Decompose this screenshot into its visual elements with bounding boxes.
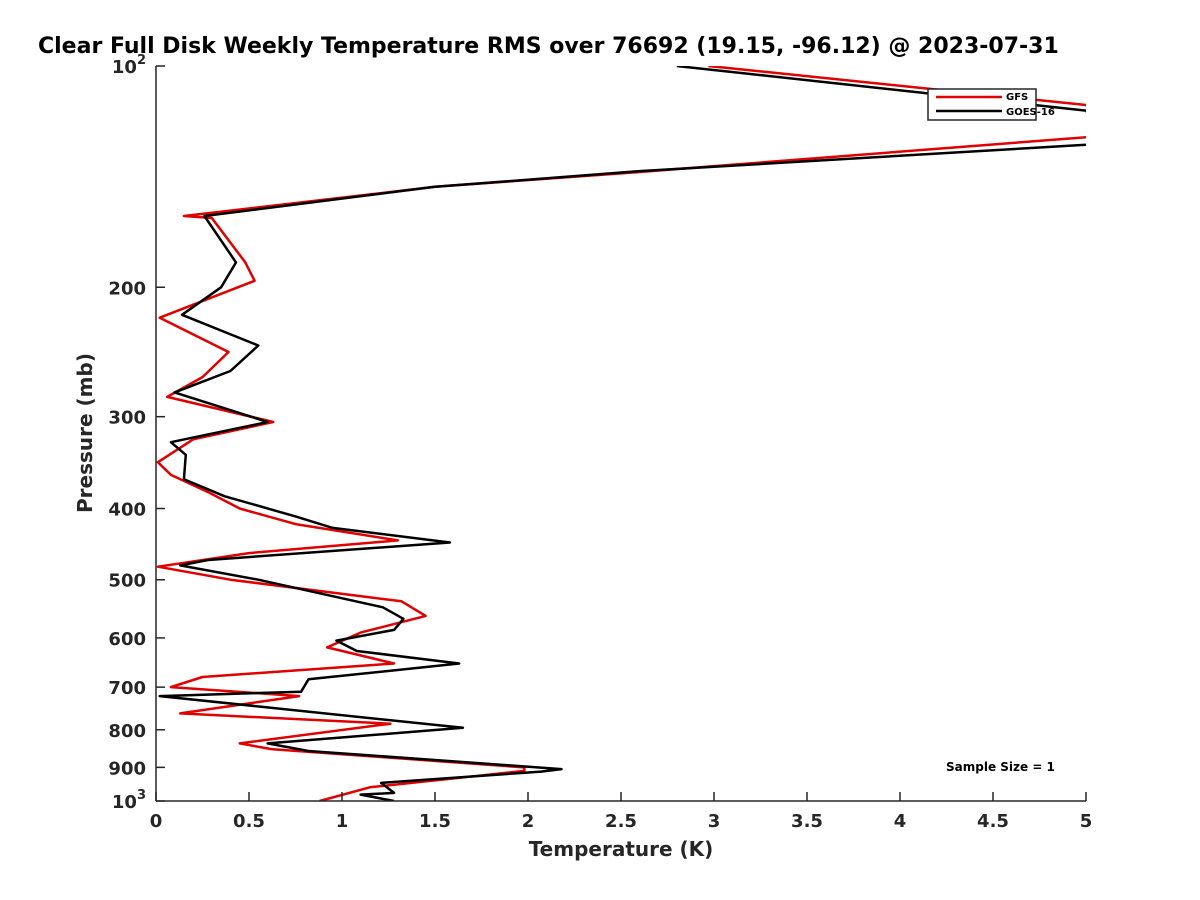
- y-ticks: 102 200 300 400 500 600 700 800 900 103: [108, 53, 165, 813]
- y-tick-label: 800: [108, 721, 146, 742]
- y-tick-label: 200: [108, 278, 146, 299]
- chart-title: Clear Full Disk Weekly Temperature RMS o…: [38, 34, 1059, 59]
- x-tick-label: 4.5: [977, 811, 1009, 832]
- x-tick-label: 0: [150, 811, 163, 832]
- legend-label-gfs: GFS: [1006, 92, 1028, 103]
- legend: GFS GOES-16: [927, 88, 1055, 121]
- y-tick-label: 500: [108, 571, 146, 592]
- y-tick-label: 600: [108, 629, 146, 650]
- y-tick-label: 103: [112, 788, 146, 813]
- x-tick-label: 4: [894, 811, 907, 832]
- y-tick-label: 102: [112, 53, 146, 78]
- x-axis-label: Temperature (K): [529, 837, 714, 861]
- y-tick-label: 400: [108, 500, 146, 521]
- x-tick-label: 1: [336, 811, 349, 832]
- x-tick-label: 3.5: [791, 811, 823, 832]
- series-layer: [156, 66, 1086, 801]
- x-tick-label: 5: [1080, 811, 1093, 832]
- series-line-goes16: [158, 66, 1086, 801]
- y-tick-label: 300: [108, 408, 146, 429]
- x-tick-label: 2.5: [605, 811, 637, 832]
- y-tick-label: 900: [108, 758, 146, 779]
- legend-label-goes16: GOES-16: [1006, 107, 1055, 118]
- x-ticks: 0 0.5 1 1.5 2 2.5 3 3.5 4 4.5 5: [150, 792, 1093, 832]
- x-tick-label: 3: [708, 811, 721, 832]
- series-line-gfs: [156, 66, 1086, 801]
- x-tick-label: 2: [522, 811, 535, 832]
- y-tick-label: 700: [108, 678, 146, 699]
- legend-box: [927, 88, 1037, 121]
- x-tick-label: 1.5: [419, 811, 451, 832]
- x-tick-label: 0.5: [233, 811, 265, 832]
- y-axis-label: Pressure (mb): [73, 353, 97, 513]
- sample-size-annotation: Sample Size = 1: [946, 760, 1055, 774]
